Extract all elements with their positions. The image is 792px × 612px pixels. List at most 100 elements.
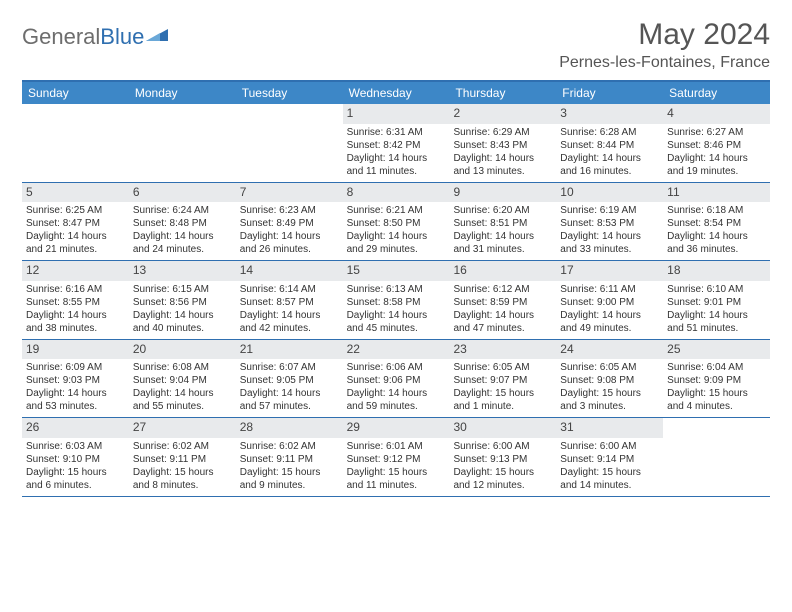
daylight-text: Daylight: 14 hours and 45 minutes. (347, 309, 446, 335)
title-block: May 2024 Pernes-les-Fontaines, France (559, 18, 770, 72)
daylight-text: Daylight: 14 hours and 24 minutes. (133, 230, 232, 256)
logo: GeneralBlue (22, 18, 168, 50)
sunrise-text: Sunrise: 6:18 AM (667, 204, 766, 217)
sunrise-text: Sunrise: 6:00 AM (453, 440, 552, 453)
daylight-text: Daylight: 14 hours and 55 minutes. (133, 387, 232, 413)
sunrise-text: Sunrise: 6:12 AM (453, 283, 552, 296)
logo-text-blue: Blue (100, 24, 144, 50)
day-cell: 7Sunrise: 6:23 AMSunset: 8:49 PMDaylight… (236, 183, 343, 261)
day-cell: 2Sunrise: 6:29 AMSunset: 8:43 PMDaylight… (449, 104, 556, 182)
day-number: 29 (343, 418, 450, 438)
day-number: 23 (449, 340, 556, 360)
daylight-text: Daylight: 14 hours and 31 minutes. (453, 230, 552, 256)
sunset-text: Sunset: 8:50 PM (347, 217, 446, 230)
daylight-text: Daylight: 14 hours and 19 minutes. (667, 152, 766, 178)
weekday-wed: Wednesday (343, 82, 450, 104)
daylight-text: Daylight: 14 hours and 29 minutes. (347, 230, 446, 256)
sunset-text: Sunset: 9:14 PM (560, 453, 659, 466)
day-cell: 13Sunrise: 6:15 AMSunset: 8:56 PMDayligh… (129, 261, 236, 339)
day-number: 27 (129, 418, 236, 438)
sunrise-text: Sunrise: 6:11 AM (560, 283, 659, 296)
day-number: 15 (343, 261, 450, 281)
day-cell: 9Sunrise: 6:20 AMSunset: 8:51 PMDaylight… (449, 183, 556, 261)
daylight-text: Daylight: 15 hours and 4 minutes. (667, 387, 766, 413)
day-cell: 25Sunrise: 6:04 AMSunset: 9:09 PMDayligh… (663, 340, 770, 418)
sunset-text: Sunset: 9:13 PM (453, 453, 552, 466)
sunset-text: Sunset: 8:57 PM (240, 296, 339, 309)
month-title: May 2024 (559, 18, 770, 52)
sunset-text: Sunset: 9:04 PM (133, 374, 232, 387)
day-cell: 16Sunrise: 6:12 AMSunset: 8:59 PMDayligh… (449, 261, 556, 339)
week-row: 12Sunrise: 6:16 AMSunset: 8:55 PMDayligh… (22, 261, 770, 340)
day-number: 1 (343, 104, 450, 124)
day-cell (236, 104, 343, 182)
calendar-page: GeneralBlue May 2024 Pernes-les-Fontaine… (0, 0, 792, 507)
day-number: 25 (663, 340, 770, 360)
day-number: 7 (236, 183, 343, 203)
sunrise-text: Sunrise: 6:14 AM (240, 283, 339, 296)
day-cell (129, 104, 236, 182)
daylight-text: Daylight: 14 hours and 40 minutes. (133, 309, 232, 335)
sunrise-text: Sunrise: 6:20 AM (453, 204, 552, 217)
day-cell: 27Sunrise: 6:02 AMSunset: 9:11 PMDayligh… (129, 418, 236, 496)
day-number: 5 (22, 183, 129, 203)
weekday-sat: Saturday (663, 82, 770, 104)
weekday-mon: Monday (129, 82, 236, 104)
header: GeneralBlue May 2024 Pernes-les-Fontaine… (22, 18, 770, 72)
triangle-icon (146, 21, 168, 47)
daylight-text: Daylight: 15 hours and 1 minute. (453, 387, 552, 413)
sunrise-text: Sunrise: 6:19 AM (560, 204, 659, 217)
day-number: 16 (449, 261, 556, 281)
sunset-text: Sunset: 8:55 PM (26, 296, 125, 309)
day-number: 6 (129, 183, 236, 203)
daylight-text: Daylight: 14 hours and 38 minutes. (26, 309, 125, 335)
week-row: 5Sunrise: 6:25 AMSunset: 8:47 PMDaylight… (22, 183, 770, 262)
day-cell: 26Sunrise: 6:03 AMSunset: 9:10 PMDayligh… (22, 418, 129, 496)
sunrise-text: Sunrise: 6:09 AM (26, 361, 125, 374)
sunrise-text: Sunrise: 6:15 AM (133, 283, 232, 296)
day-number: 4 (663, 104, 770, 124)
day-number: 24 (556, 340, 663, 360)
daylight-text: Daylight: 15 hours and 6 minutes. (26, 466, 125, 492)
sunset-text: Sunset: 8:42 PM (347, 139, 446, 152)
sunrise-text: Sunrise: 6:24 AM (133, 204, 232, 217)
sunrise-text: Sunrise: 6:02 AM (133, 440, 232, 453)
daylight-text: Daylight: 14 hours and 13 minutes. (453, 152, 552, 178)
sunset-text: Sunset: 8:47 PM (26, 217, 125, 230)
day-number: 31 (556, 418, 663, 438)
sunset-text: Sunset: 9:11 PM (240, 453, 339, 466)
sunset-text: Sunset: 8:56 PM (133, 296, 232, 309)
daylight-text: Daylight: 14 hours and 11 minutes. (347, 152, 446, 178)
day-cell: 6Sunrise: 6:24 AMSunset: 8:48 PMDaylight… (129, 183, 236, 261)
day-cell: 30Sunrise: 6:00 AMSunset: 9:13 PMDayligh… (449, 418, 556, 496)
day-cell: 19Sunrise: 6:09 AMSunset: 9:03 PMDayligh… (22, 340, 129, 418)
sunset-text: Sunset: 8:44 PM (560, 139, 659, 152)
sunset-text: Sunset: 8:53 PM (560, 217, 659, 230)
daylight-text: Daylight: 14 hours and 36 minutes. (667, 230, 766, 256)
sunrise-text: Sunrise: 6:16 AM (26, 283, 125, 296)
day-number: 30 (449, 418, 556, 438)
day-number: 3 (556, 104, 663, 124)
sunrise-text: Sunrise: 6:25 AM (26, 204, 125, 217)
daylight-text: Daylight: 14 hours and 33 minutes. (560, 230, 659, 256)
sunrise-text: Sunrise: 6:27 AM (667, 126, 766, 139)
sunset-text: Sunset: 8:49 PM (240, 217, 339, 230)
day-number: 14 (236, 261, 343, 281)
daylight-text: Daylight: 14 hours and 51 minutes. (667, 309, 766, 335)
day-cell: 11Sunrise: 6:18 AMSunset: 8:54 PMDayligh… (663, 183, 770, 261)
day-cell (663, 418, 770, 496)
daylight-text: Daylight: 14 hours and 21 minutes. (26, 230, 125, 256)
day-cell: 3Sunrise: 6:28 AMSunset: 8:44 PMDaylight… (556, 104, 663, 182)
daylight-text: Daylight: 15 hours and 11 minutes. (347, 466, 446, 492)
sunset-text: Sunset: 9:03 PM (26, 374, 125, 387)
day-cell (22, 104, 129, 182)
day-cell: 22Sunrise: 6:06 AMSunset: 9:06 PMDayligh… (343, 340, 450, 418)
daylight-text: Daylight: 14 hours and 16 minutes. (560, 152, 659, 178)
day-cell: 10Sunrise: 6:19 AMSunset: 8:53 PMDayligh… (556, 183, 663, 261)
day-cell: 5Sunrise: 6:25 AMSunset: 8:47 PMDaylight… (22, 183, 129, 261)
day-cell: 18Sunrise: 6:10 AMSunset: 9:01 PMDayligh… (663, 261, 770, 339)
sunrise-text: Sunrise: 6:02 AM (240, 440, 339, 453)
weekday-thu: Thursday (449, 82, 556, 104)
week-row: 26Sunrise: 6:03 AMSunset: 9:10 PMDayligh… (22, 418, 770, 497)
sunset-text: Sunset: 8:43 PM (453, 139, 552, 152)
